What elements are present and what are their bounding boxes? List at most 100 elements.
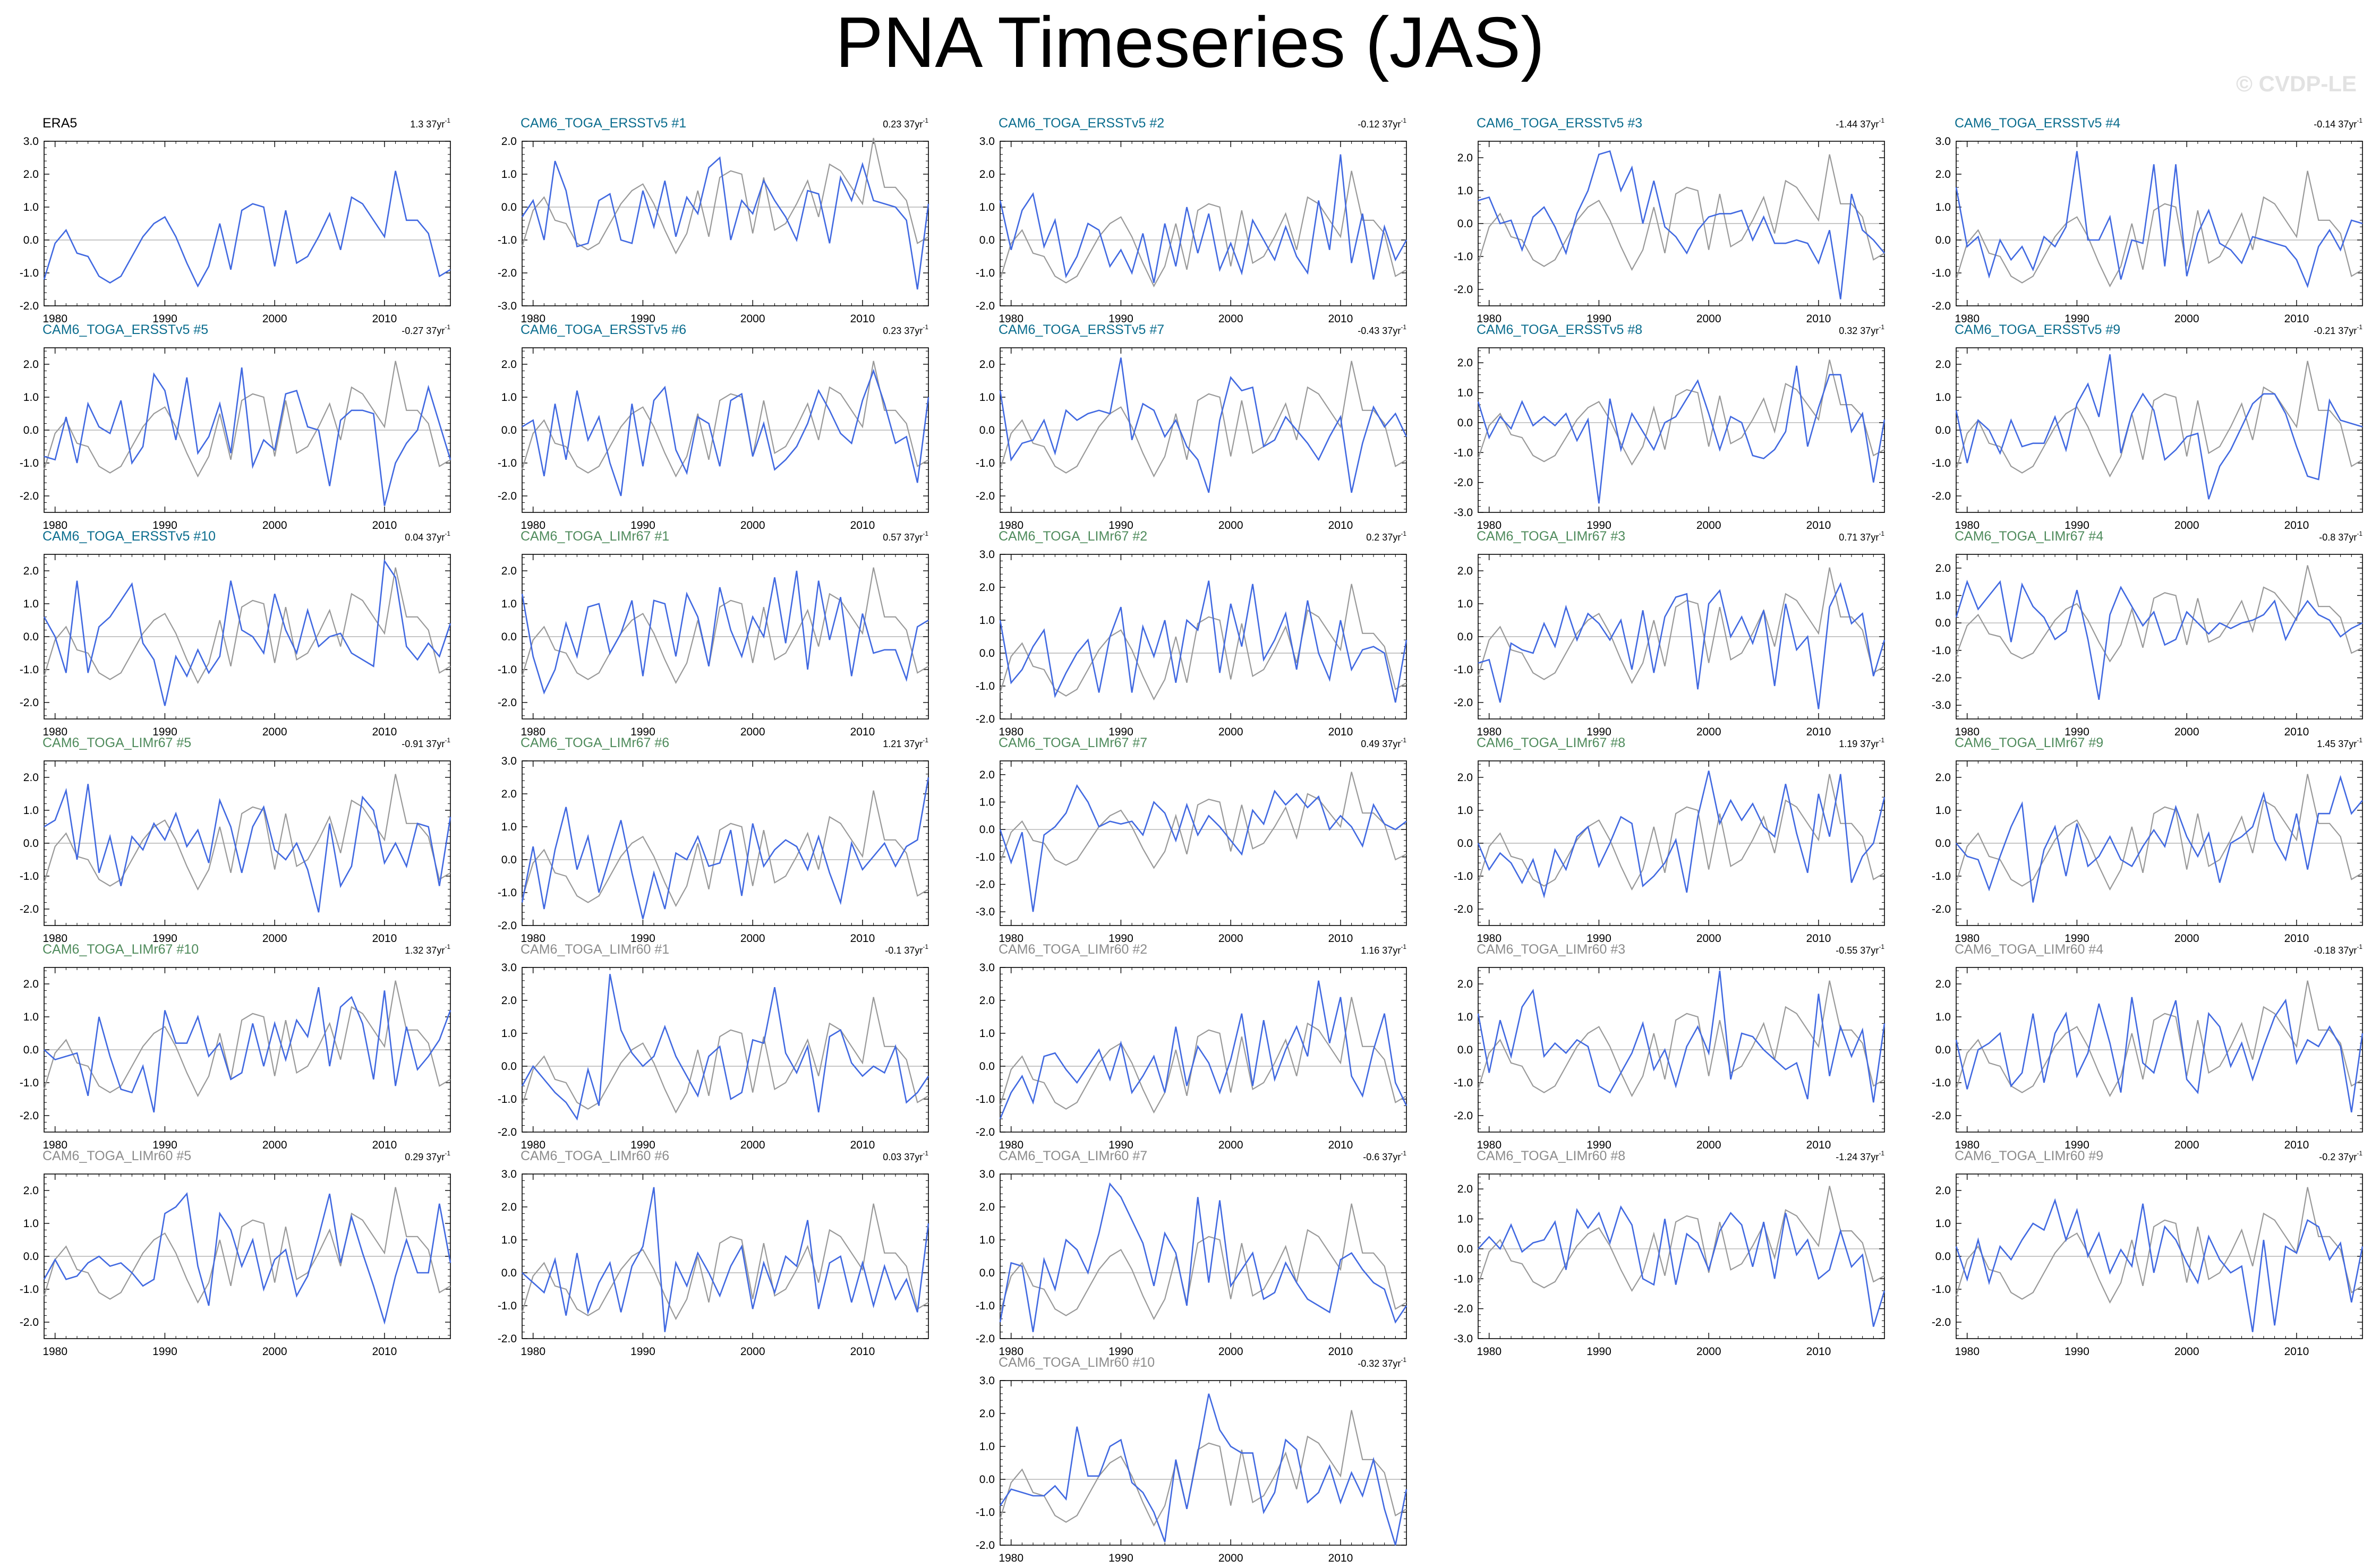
y-tick-label: 1.0 xyxy=(1457,1011,1473,1023)
y-tick-label: 2.0 xyxy=(1457,152,1473,164)
series-line xyxy=(1955,151,2363,288)
series-line xyxy=(521,974,929,1121)
x-tick-label: 1980 xyxy=(999,1552,1023,1564)
panel-16: CAM6_TOGA_LIMr67 #5 -0.91 37yr-1 2.0 1.0 0.0… xyxy=(20,735,451,945)
trend-superscript: -1 xyxy=(445,943,450,950)
y-tick-label: 2.0 xyxy=(23,772,39,784)
x-tick-label: 2010 xyxy=(1328,726,1353,738)
panel-21: CAM6_TOGA_LIMr67 #10 1.32 37yr-1 2.0 1.0 0.0… xyxy=(20,942,451,1151)
x-tick-label: 2000 xyxy=(1218,1346,1243,1358)
x-tick-label: 2000 xyxy=(2174,1139,2199,1151)
obs-series-line xyxy=(43,567,451,684)
x-tick-label: 2010 xyxy=(372,313,397,325)
y-tick-label: 2.0 xyxy=(1457,357,1473,369)
y-tick-label: 2.0 xyxy=(501,135,517,148)
series-line xyxy=(522,1187,929,1332)
y-tick-label: 0.0 xyxy=(501,1060,517,1073)
x-tick-label: 1990 xyxy=(152,726,177,738)
obs-series-line xyxy=(521,361,929,478)
x-tick-label: 2010 xyxy=(1328,313,1353,325)
x-tick-label: 2000 xyxy=(2174,726,2199,738)
y-tick-label: 0.0 xyxy=(23,424,39,436)
y-tick-label: -2.0 xyxy=(1454,1303,1473,1315)
panel-title: CAM6_TOGA_LIMr67 #5 xyxy=(42,735,191,750)
x-tick-label: 1980 xyxy=(999,1139,1023,1151)
x-tick-label: 2010 xyxy=(850,519,875,532)
x-tick-label: 1980 xyxy=(999,932,1023,945)
series-line xyxy=(522,369,929,496)
x-tick-label: 2010 xyxy=(2284,726,2309,738)
y-tick-label: 0.0 xyxy=(501,201,517,213)
plot-frame xyxy=(1000,1173,1407,1339)
y-tick-label: -2.0 xyxy=(20,697,39,709)
trend-superscript: -1 xyxy=(2357,530,2362,537)
series-line xyxy=(1478,1205,1886,1327)
y-tick-label: -1.0 xyxy=(976,851,995,863)
y-tick-label: 1.0 xyxy=(979,1441,995,1453)
obs-series-line xyxy=(43,774,451,891)
y-tick-label: 2.0 xyxy=(1935,1185,1951,1197)
series-line xyxy=(1955,1198,2364,1332)
x-tick-label: 1980 xyxy=(521,313,545,325)
panel-19: CAM6_TOGA_LIMr67 #8 1.19 37yr-1 2.0 1.0 0.0 -… xyxy=(1454,735,1886,945)
x-tick-label: 2010 xyxy=(372,726,397,738)
obs-series-line xyxy=(1477,980,1885,1098)
panel-trend: 0.23 37yr-1 xyxy=(883,323,928,336)
x-tick-label: 2010 xyxy=(372,1346,397,1358)
series-line xyxy=(1477,770,1886,899)
x-tick-label: 1980 xyxy=(42,1139,67,1151)
y-tick-label: 1.0 xyxy=(1935,1218,1951,1230)
trend-superscript: -1 xyxy=(2357,323,2362,331)
y-tick-label: 2.0 xyxy=(1935,168,1951,181)
y-tick-label: 2.0 xyxy=(1457,978,1473,990)
panel-trend: -1.44 37yr-1 xyxy=(1836,117,1884,130)
plot-frame xyxy=(1000,141,1407,306)
y-tick-label: -1.0 xyxy=(20,1283,39,1296)
y-tick-label: 3.0 xyxy=(501,755,517,767)
panel-title: CAM6_TOGA_LIMr67 #6 xyxy=(521,735,669,750)
obs-series-line xyxy=(1955,774,2363,891)
panel-trend: 1.3 37yr-1 xyxy=(410,117,450,130)
x-tick-label: 1980 xyxy=(1955,932,1980,945)
plot-frame xyxy=(1000,967,1407,1133)
y-tick-label: -1.0 xyxy=(1932,267,1951,279)
y-tick-label: 3.0 xyxy=(1935,135,1951,148)
x-tick-label: 2010 xyxy=(1328,1139,1353,1151)
panel-trend: 0.29 37yr-1 xyxy=(405,1150,450,1162)
series-line xyxy=(1478,582,1886,709)
x-tick-label: 2010 xyxy=(850,726,875,738)
x-tick-label: 2000 xyxy=(262,519,287,532)
x-tick-label: 2000 xyxy=(1218,726,1243,738)
y-tick-label: 2.0 xyxy=(1457,565,1473,577)
x-tick-label: 1990 xyxy=(2065,313,2089,325)
y-tick-label: 2.0 xyxy=(979,1408,995,1420)
x-tick-label: 1990 xyxy=(630,1346,655,1358)
y-tick-label: 1.0 xyxy=(23,1218,39,1230)
y-tick-label: 0.0 xyxy=(23,837,39,850)
y-tick-label: 0.0 xyxy=(1935,1250,1951,1263)
y-tick-label: 0.0 xyxy=(1935,234,1951,246)
y-tick-label: -1.0 xyxy=(1932,457,1951,469)
y-tick-label: -2.0 xyxy=(1932,903,1951,915)
x-tick-label: 2000 xyxy=(2174,932,2199,945)
trend-superscript: -1 xyxy=(2357,736,2362,744)
y-tick-label: 0.0 xyxy=(501,424,517,436)
x-tick-label: 2000 xyxy=(740,932,765,945)
plot-frame xyxy=(1478,347,1885,513)
y-tick-label: 1.0 xyxy=(1457,387,1473,399)
y-tick-label: -1.0 xyxy=(498,1300,517,1312)
x-tick-label: 1990 xyxy=(2065,726,2089,738)
panel-8: CAM6_TOGA_ERSSTv5 #7 -0.43 37yr-1 2.0 1.0 0.… xyxy=(976,322,1407,532)
y-tick-label: 1.0 xyxy=(501,1234,517,1246)
panel-title: CAM6_TOGA_ERSSTv5 #1 xyxy=(521,116,686,131)
y-tick-label: -2.0 xyxy=(1932,300,1951,312)
panel-title: CAM6_TOGA_LIMr67 #4 xyxy=(1955,529,2103,544)
y-tick-label: -2.0 xyxy=(498,697,517,709)
panel-trend: -0.27 37yr-1 xyxy=(402,323,450,336)
series-line xyxy=(43,170,451,288)
y-tick-label: 1.0 xyxy=(1457,804,1473,817)
trend-superscript: -1 xyxy=(1879,323,1884,331)
trend-superscript: -1 xyxy=(1401,736,1406,744)
panel-trend: -0.12 37yr-1 xyxy=(1358,117,1406,130)
y-tick-label: -2.0 xyxy=(20,490,39,502)
